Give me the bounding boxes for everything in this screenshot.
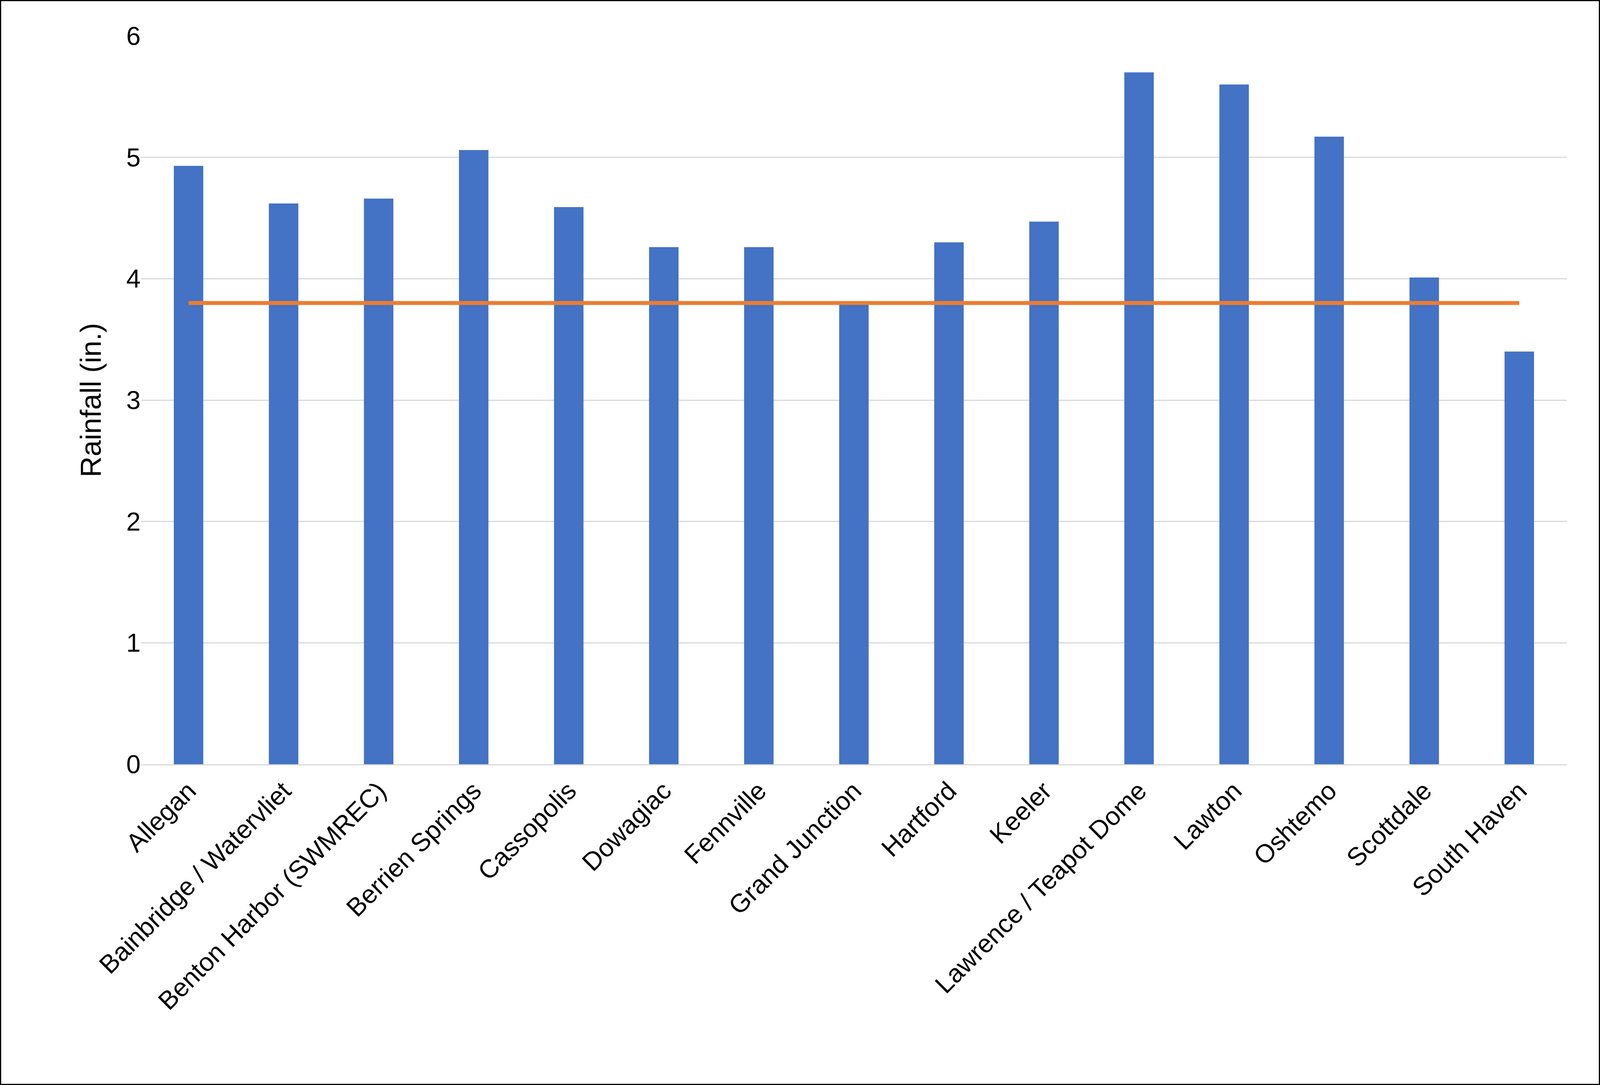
svg-text:6: 6 bbox=[126, 21, 141, 51]
svg-text:Lawton: Lawton bbox=[1167, 775, 1248, 856]
svg-text:4: 4 bbox=[126, 264, 141, 293]
svg-text:Grand Junction: Grand Junction bbox=[722, 775, 867, 920]
svg-text:Bainbridge / Watervliet: Bainbridge / Watervliet bbox=[93, 775, 297, 979]
svg-text:Oshtemo: Oshtemo bbox=[1247, 775, 1343, 871]
svg-text:Keeler: Keeler bbox=[983, 775, 1058, 849]
svg-text:Lawrence / Teapot Dome: Lawrence / Teapot Dome bbox=[929, 775, 1152, 999]
svg-text:Dowagiac: Dowagiac bbox=[576, 775, 677, 877]
svg-text:Cassopolis: Cassopolis bbox=[472, 775, 583, 886]
svg-text:Scottdale: Scottdale bbox=[1340, 775, 1438, 873]
svg-text:Benton Harbor (SWMREC): Benton Harbor (SWMREC) bbox=[152, 775, 392, 1015]
svg-text:0: 0 bbox=[126, 749, 141, 779]
svg-text:Berrien Springs: Berrien Springs bbox=[340, 775, 487, 922]
svg-text:Hartford: Hartford bbox=[875, 775, 963, 863]
svg-text:1: 1 bbox=[126, 628, 141, 658]
svg-text:Rainfall (in.): Rainfall (in.) bbox=[74, 323, 108, 478]
svg-text:3: 3 bbox=[126, 385, 141, 415]
svg-text:2: 2 bbox=[126, 507, 141, 536]
svg-text:Allegan: Allegan bbox=[120, 775, 202, 858]
svg-text:South Haven: South Haven bbox=[1406, 775, 1533, 902]
svg-text:5: 5 bbox=[126, 142, 141, 172]
svg-text:Fennville: Fennville bbox=[678, 775, 772, 870]
